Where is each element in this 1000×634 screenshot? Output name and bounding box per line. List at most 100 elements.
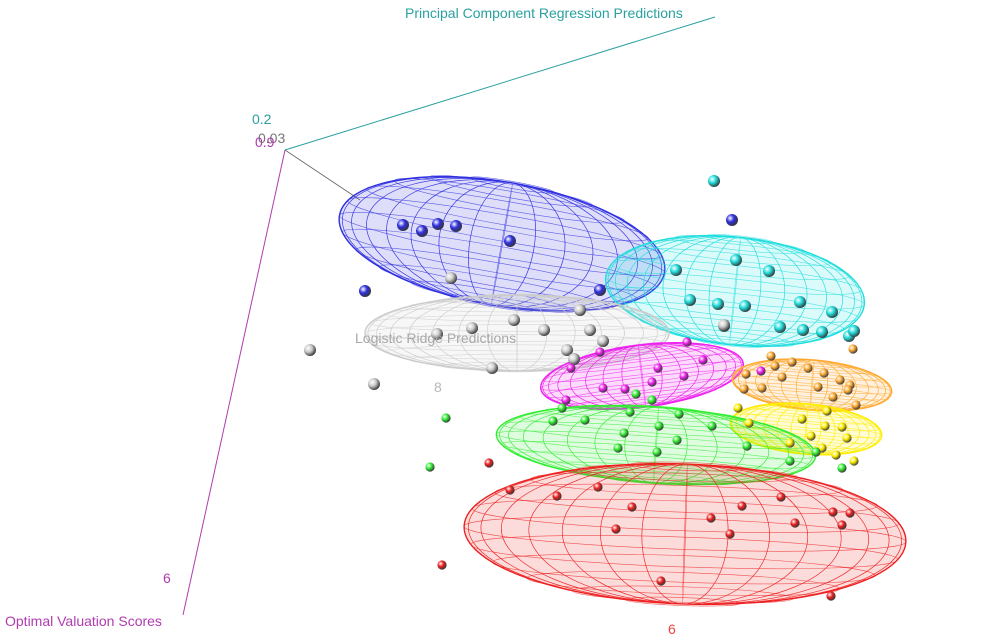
data-point xyxy=(837,463,847,473)
x-axis-tick-label: 6 xyxy=(163,570,171,586)
data-point xyxy=(828,392,838,402)
ellipsoid-8 xyxy=(463,461,907,607)
data-point xyxy=(684,294,696,306)
data-point xyxy=(797,414,807,424)
ellipsoid-7 xyxy=(495,404,817,486)
data-point xyxy=(770,361,780,371)
data-point xyxy=(432,218,444,230)
data-point xyxy=(593,482,603,492)
z-axis-tick-label: 6 xyxy=(668,621,676,634)
data-point xyxy=(613,443,623,453)
data-point xyxy=(674,409,684,419)
data-point xyxy=(831,450,841,460)
data-point xyxy=(803,363,813,373)
data-point xyxy=(484,458,494,468)
data-point xyxy=(790,518,800,528)
x-axis-line xyxy=(182,149,286,616)
data-point xyxy=(828,507,838,517)
data-point xyxy=(611,524,621,534)
data-point xyxy=(826,306,838,318)
data-point xyxy=(416,225,428,237)
data-point xyxy=(653,363,663,373)
data-point xyxy=(437,560,447,570)
z-axis-tick-label: 8 xyxy=(434,379,442,395)
data-point xyxy=(620,384,630,394)
data-point xyxy=(656,576,666,586)
data-point xyxy=(718,319,730,331)
data-point xyxy=(725,529,735,539)
data-point xyxy=(652,447,662,457)
data-point xyxy=(619,428,629,438)
ellipsoid-4 xyxy=(539,342,745,410)
data-point xyxy=(568,353,580,365)
data-point xyxy=(466,322,478,334)
data-point xyxy=(737,501,747,511)
data-point xyxy=(552,491,562,501)
data-point xyxy=(574,304,586,316)
data-point xyxy=(741,369,751,379)
data-point xyxy=(742,441,752,451)
data-point xyxy=(777,372,787,382)
data-point xyxy=(763,265,775,277)
data-point xyxy=(826,591,836,601)
data-point xyxy=(708,175,720,187)
data-point xyxy=(837,520,847,530)
data-point xyxy=(425,462,435,472)
ellipsoid-2 xyxy=(604,234,866,348)
data-point xyxy=(625,407,635,417)
data-point xyxy=(756,366,766,376)
data-point xyxy=(785,438,795,448)
data-point xyxy=(594,284,606,296)
data-point xyxy=(654,421,664,431)
points xyxy=(304,175,861,601)
data-point xyxy=(627,502,637,512)
data-point xyxy=(647,377,657,387)
data-point xyxy=(706,513,716,523)
data-point xyxy=(670,264,682,276)
data-point xyxy=(851,400,861,410)
y-axis-line xyxy=(284,16,716,151)
data-point xyxy=(776,492,786,502)
data-point xyxy=(766,351,776,361)
z-axis-tick-label: 0.03 xyxy=(258,130,285,146)
data-point xyxy=(647,395,657,405)
data-point xyxy=(538,324,550,336)
data-point xyxy=(557,403,567,413)
data-point xyxy=(820,421,830,431)
data-point xyxy=(849,456,859,466)
data-point xyxy=(598,383,608,393)
y-axis-title: Principal Component Regression Predictio… xyxy=(405,5,683,21)
data-point xyxy=(845,508,855,518)
data-point xyxy=(566,363,576,373)
data-point xyxy=(785,456,795,466)
data-point xyxy=(739,384,749,394)
data-point xyxy=(672,435,682,445)
data-point xyxy=(842,433,852,443)
ellipsoid-5 xyxy=(731,358,893,412)
data-point xyxy=(819,368,829,378)
data-point xyxy=(698,355,708,365)
data-point xyxy=(548,416,558,426)
data-point xyxy=(837,422,847,432)
ellipsoid-6 xyxy=(729,402,883,456)
data-point xyxy=(580,415,590,425)
data-point xyxy=(486,362,498,374)
data-point xyxy=(561,344,573,356)
data-point xyxy=(431,328,443,340)
z-axis-title: Logistic Ridge Predictions xyxy=(355,330,516,346)
data-point xyxy=(822,406,832,416)
data-point xyxy=(757,383,767,393)
y-axis-tick-label: 0.2 xyxy=(252,111,272,127)
data-point xyxy=(813,382,823,392)
data-point xyxy=(441,413,451,423)
data-point xyxy=(450,220,462,232)
data-point xyxy=(739,300,751,312)
data-point xyxy=(508,314,520,326)
data-point xyxy=(397,219,409,231)
data-point xyxy=(359,285,371,297)
data-point xyxy=(707,421,717,431)
data-point xyxy=(744,418,754,428)
data-point xyxy=(797,324,809,336)
data-point xyxy=(561,395,571,405)
data-point xyxy=(682,337,692,347)
